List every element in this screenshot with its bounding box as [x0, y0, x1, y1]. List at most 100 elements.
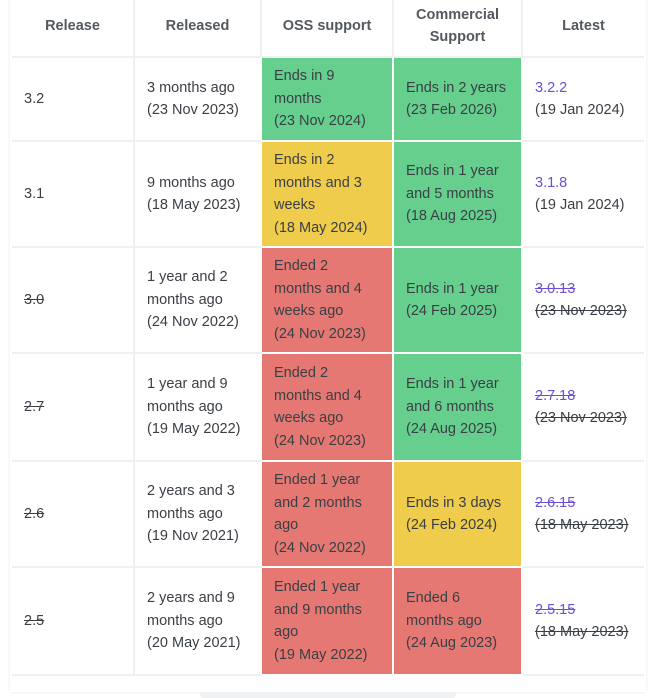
- latest-cell: 2.5.15 (18 May 2023): [521, 567, 644, 676]
- oss-support-cell: Ends in 2 months and 3 weeks (18 May 202…: [260, 140, 394, 248]
- latest-cell: 3.1.8 (19 Jan 2024): [521, 141, 644, 248]
- release-version: 3.1: [24, 185, 45, 202]
- commercial-support-cell: Ends in 3 days (24 Feb 2024): [392, 460, 523, 568]
- release-cell: 2.6: [12, 461, 134, 568]
- oss-support-date: (24 Nov 2023): [274, 325, 366, 342]
- commercial-support-text: and 6 months: [406, 398, 494, 415]
- release-cell: 2.7: [12, 353, 134, 462]
- released-relative: months ago: [147, 398, 223, 415]
- latest-release-date: (23 Nov 2023): [535, 410, 627, 426]
- latest-version-link[interactable]: 2.7.18: [535, 387, 576, 404]
- table-row: 2.6 2 years and 3 months ago (19 Nov 202…: [12, 460, 644, 568]
- released-date: (18 May 2023): [147, 197, 241, 213]
- release-cell: 3.1: [12, 141, 134, 248]
- header-commercial-support: Commercial Support: [392, 0, 522, 58]
- oss-support-text: weeks ago: [274, 410, 344, 426]
- oss-support-date: (18 May 2024): [274, 219, 368, 236]
- released-relative: months ago: [147, 505, 223, 522]
- latest-cell: 2.6.15 (18 May 2023): [521, 461, 644, 568]
- commercial-support-text: months ago: [406, 612, 482, 629]
- latest-release-date: (19 Jan 2024): [535, 102, 625, 118]
- oss-support-text: months and 3: [274, 174, 362, 191]
- latest-cell: 3.0.13 (23 Nov 2023): [521, 247, 644, 354]
- header-latest: Latest: [521, 0, 644, 58]
- oss-support-text: weeks: [274, 197, 316, 213]
- released-cell: 2 years and 3 months ago (19 Nov 2021): [133, 461, 261, 568]
- latest-version-link[interactable]: 3.2.2: [535, 79, 568, 96]
- released-cell: 1 year and 9 months ago (19 May 2022): [133, 353, 261, 462]
- oss-support-text: months and 4: [274, 280, 362, 297]
- table-row: 2.7 1 year and 9 months ago (19 May 2022…: [12, 352, 644, 462]
- commercial-support-text: and 5 months: [406, 185, 494, 202]
- release-version: 2.5: [24, 612, 45, 629]
- oss-support-text: and 2 months: [274, 494, 362, 511]
- header-oss-support: OSS support: [260, 0, 393, 58]
- commercial-support-cell: Ends in 1 year (24 Feb 2025): [392, 246, 523, 354]
- released-relative: 9 months ago: [147, 174, 235, 191]
- oss-support-text: Ends in 2: [274, 152, 335, 168]
- latest-version-link[interactable]: 3.1.8: [535, 174, 568, 191]
- oss-support-text: and 9 months: [274, 601, 362, 618]
- header-release: Release: [12, 0, 134, 58]
- commercial-support-date: (23 Feb 2026): [406, 102, 498, 118]
- commercial-support-text: Ended 6: [406, 590, 461, 607]
- oss-support-text: Ends in 9: [274, 68, 335, 85]
- released-relative: 1 year and 9: [147, 376, 228, 393]
- commercial-support-text: Ends in 3 days: [406, 494, 502, 511]
- oss-support-date: (23 Nov 2024): [274, 113, 366, 130]
- table-row: 3.1 9 months ago (18 May 2023) Ends in 2…: [12, 140, 644, 248]
- oss-support-text: Ended 1 year: [274, 472, 361, 488]
- commercial-support-cell: Ended 6 months ago (24 Aug 2023): [392, 566, 523, 676]
- commercial-support-cell: Ends in 2 years (23 Feb 2026): [392, 56, 523, 142]
- header-released: Released: [133, 0, 261, 58]
- table-row: 3.2 3 months ago (23 Nov 2023) Ends in 9…: [12, 56, 644, 142]
- released-date: (23 Nov 2023): [147, 102, 239, 118]
- latest-version-link[interactable]: 2.6.15: [535, 494, 576, 511]
- oss-support-cell: Ended 1 year and 9 months ago (19 May 20…: [260, 566, 394, 676]
- commercial-support-cell: Ends in 1 year and 6 months (24 Aug 2025…: [392, 352, 523, 462]
- release-support-table: Release Released OSS support Commercial …: [12, 0, 644, 676]
- latest-version-link[interactable]: 3.0.13: [535, 280, 576, 297]
- released-relative: 2 years and 9: [147, 590, 235, 607]
- released-relative: 2 years and 3: [147, 483, 235, 500]
- oss-support-text: Ended 2: [274, 258, 329, 274]
- released-cell: 3 months ago (23 Nov 2023): [133, 57, 261, 142]
- oss-support-cell: Ended 1 year and 2 months ago (24 Nov 20…: [260, 460, 394, 568]
- release-version: 3.2: [24, 90, 45, 107]
- table-header-row: Release Released OSS support Commercial …: [12, 0, 644, 58]
- table-row: 2.5 2 years and 9 months ago (20 May 202…: [12, 566, 644, 676]
- oss-support-date: (24 Nov 2023): [274, 432, 366, 449]
- oss-support-text: ago: [274, 624, 299, 640]
- released-date: (19 Nov 2021): [147, 528, 239, 545]
- released-cell: 9 months ago (18 May 2023): [133, 141, 261, 248]
- released-cell: 2 years and 9 months ago (20 May 2021): [133, 567, 261, 676]
- oss-support-cell: Ended 2 months and 4 weeks ago (24 Nov 2…: [260, 352, 394, 462]
- oss-support-text: ago: [274, 517, 299, 533]
- oss-support-text: months and 4: [274, 387, 362, 404]
- latest-release-date: (18 May 2023): [535, 624, 629, 640]
- release-version: 3.0: [24, 291, 45, 308]
- released-relative: months ago: [147, 291, 223, 308]
- commercial-support-date: (24 Feb 2024): [406, 517, 498, 533]
- latest-version-link[interactable]: 2.5.15: [535, 601, 576, 618]
- oss-support-text: Ended 2: [274, 365, 329, 381]
- commercial-support-text: Ends in 1 year: [406, 163, 499, 180]
- latest-release-date: (19 Jan 2024): [535, 197, 625, 213]
- horizontal-scrollbar[interactable]: [200, 692, 456, 698]
- released-date: (19 May 2022): [147, 421, 241, 438]
- oss-support-text: weeks ago: [274, 303, 344, 319]
- table-row: 3.0 1 year and 2 months ago (24 Nov 2022…: [12, 246, 644, 354]
- release-version: 2.7: [24, 398, 45, 415]
- released-date: (20 May 2021): [147, 635, 241, 652]
- released-relative: 3 months ago: [147, 79, 235, 96]
- oss-support-text: Ended 1 year: [274, 579, 361, 595]
- commercial-support-text: Ends in 1 year: [406, 280, 499, 297]
- release-cell: 2.5: [12, 567, 134, 676]
- release-cell: 3.2: [12, 57, 134, 142]
- oss-support-text: months: [274, 90, 322, 107]
- oss-support-date: (19 May 2022): [274, 646, 368, 663]
- latest-cell: 3.2.2 (19 Jan 2024): [521, 57, 644, 142]
- commercial-support-text: Ends in 1 year: [406, 376, 499, 393]
- released-relative: months ago: [147, 612, 223, 629]
- released-cell: 1 year and 2 months ago (24 Nov 2022): [133, 247, 261, 354]
